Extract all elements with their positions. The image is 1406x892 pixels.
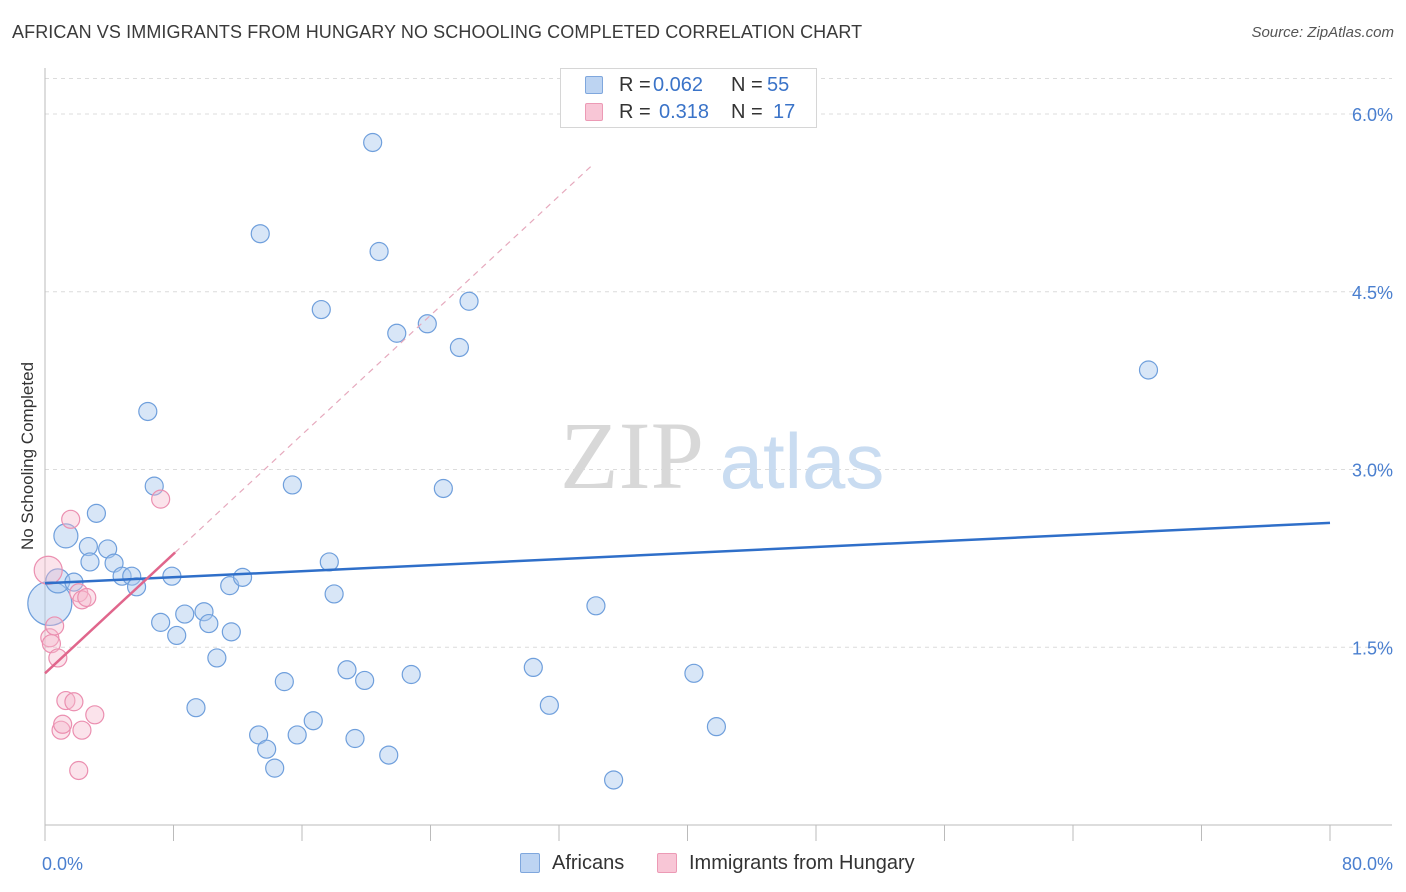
hungary-trend-line (44, 551, 176, 675)
x-tick-label-max: 80.0% (1342, 854, 1393, 874)
hungary-point (48, 648, 68, 668)
hungary-point (45, 616, 65, 636)
africans-point (387, 323, 407, 343)
africans-point (167, 625, 187, 646)
africans-point (337, 660, 357, 680)
africans-point (369, 241, 389, 262)
tick-labels: 1.5% 3.0% 4.5% 6.0% 0.0% 80.0% (42, 105, 1393, 874)
watermark-atlas: atlas (720, 417, 885, 505)
africans-r-value: 0.062 (653, 74, 704, 96)
x-tick-label-min: 0.0% (42, 854, 83, 874)
bottom-hungary-label: Immigrants from Hungary (689, 852, 915, 874)
hungary-point (151, 489, 171, 509)
africans-point (186, 698, 206, 718)
watermark: ZIP atlas (560, 402, 884, 509)
africans-point (586, 596, 606, 616)
africans-point (604, 770, 624, 790)
chart-title: AFRICAN VS IMMIGRANTS FROM HUNGARY NO SC… (12, 22, 863, 42)
hungary-swatch (585, 103, 603, 121)
africans-point (324, 584, 344, 604)
africans-point (221, 622, 241, 642)
hungary-point (85, 705, 105, 725)
hungary-r-value: 0.318 (659, 101, 710, 123)
africans-n-value: 55 (767, 74, 790, 96)
africans-swatch (585, 76, 603, 94)
bottom-africans-swatch (520, 853, 540, 873)
africans-n-label: N = (731, 74, 763, 96)
bottom-hungary-swatch (657, 853, 677, 873)
correlation-legend: R = 0.062 N = 55 R = 0.318 N = 17 (560, 68, 817, 128)
africans-point (706, 717, 727, 737)
bottom-africans-label: Africans (552, 852, 625, 874)
africans-point (122, 566, 142, 586)
africans-point (151, 612, 171, 632)
africans-point (250, 224, 270, 244)
africans-point (523, 657, 543, 678)
africans-point (232, 567, 253, 587)
africans-r-label: R = (619, 74, 651, 96)
hungary-trend-extension (174, 165, 592, 553)
africans-point (319, 552, 339, 572)
y-tick-label: 6.0% (1352, 105, 1393, 125)
africans-point (449, 337, 470, 358)
africans-trend-line (44, 521, 1331, 585)
africans-point (401, 664, 421, 685)
gridlines (45, 78, 1392, 648)
y-tick-label: 4.5% (1352, 283, 1393, 303)
africans-point (303, 711, 323, 731)
africans-point (684, 663, 704, 683)
y-tick-label: 1.5% (1352, 638, 1393, 658)
hungary-point (69, 760, 89, 781)
africans-point (265, 758, 285, 778)
africans-point (98, 539, 118, 559)
africans-point (355, 670, 375, 691)
africans-point (194, 602, 214, 622)
axes (44, 68, 1392, 841)
africans-point (1138, 360, 1159, 380)
hungary-point (53, 714, 73, 734)
hungary-point (72, 720, 92, 740)
africans-point (257, 739, 277, 759)
hungary-point (61, 509, 81, 529)
africans-point (175, 604, 195, 624)
africans-point (207, 648, 227, 668)
hungary-r-label: R = (619, 101, 651, 123)
hungary-n-value: 17 (773, 101, 796, 123)
africans-point (138, 401, 158, 422)
africans-point (287, 725, 307, 745)
africans-point (379, 745, 399, 765)
africans-point (417, 314, 437, 334)
africans-point (433, 478, 453, 499)
y-tick-label: 3.0% (1352, 461, 1393, 481)
africans-point (282, 475, 302, 495)
africans-point (311, 299, 331, 320)
africans-point (539, 695, 559, 715)
hungary-point (56, 690, 76, 711)
africans-point (86, 503, 107, 523)
data-points (27, 132, 1159, 790)
hungary-n-label: N = (731, 101, 763, 123)
trend-lines (44, 165, 1331, 675)
africans-point (363, 132, 383, 153)
hungary-point (64, 692, 84, 712)
africans-point (80, 552, 100, 572)
africans-point (53, 523, 79, 549)
africans-point (78, 536, 98, 557)
chart-source: Source: ZipAtlas.com (1251, 24, 1394, 41)
watermark-zip: ZIP (560, 402, 704, 509)
africans-point (459, 291, 479, 311)
hungary-point (33, 555, 63, 585)
africans-point (274, 672, 294, 692)
africans-point (345, 728, 365, 749)
hungary-point (77, 587, 97, 608)
africans-point (199, 613, 219, 634)
